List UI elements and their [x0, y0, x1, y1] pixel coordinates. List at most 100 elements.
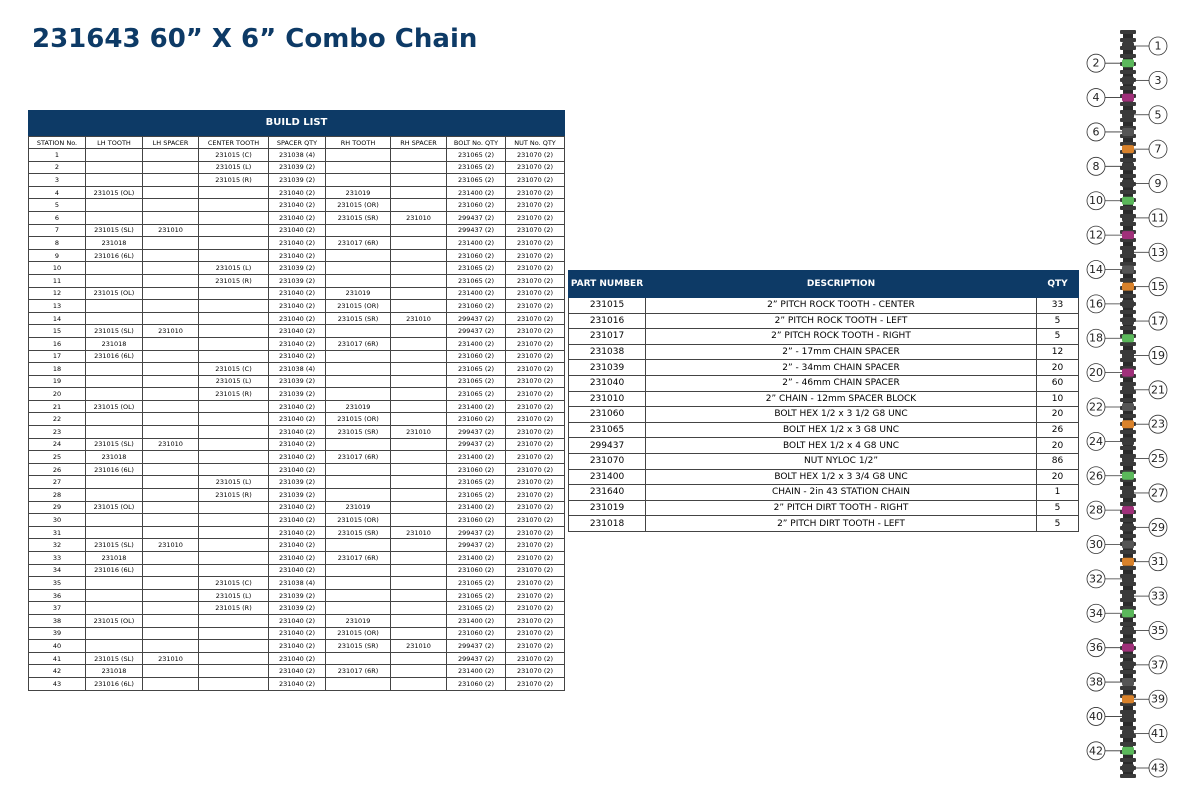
- chain-link: [1120, 638, 1136, 642]
- table-cell: [390, 374, 447, 389]
- table-cell: [85, 475, 143, 490]
- table-cell: 231040 (2): [268, 626, 326, 641]
- table-cell: 231019: [325, 286, 391, 301]
- tooth: [1122, 678, 1134, 687]
- table-cell: 231065 (2): [446, 387, 506, 401]
- table-cell: 231038 (4): [268, 576, 326, 590]
- table-body: 231015 2” PITCH ROCK TOOTH - CENTER 33 2310…: [568, 297, 1079, 532]
- chain-link: [1120, 70, 1136, 74]
- table-cell: 231065 (2): [446, 488, 506, 502]
- table-cell: 231019: [325, 613, 391, 628]
- table-cell: 231040 (2): [268, 500, 326, 515]
- table-cell: 231010: [142, 538, 199, 552]
- table-cell: [85, 299, 143, 313]
- table-cell: 231070 (2): [505, 148, 565, 162]
- table-cell: 31: [28, 525, 86, 540]
- table-cell: 8: [28, 236, 86, 250]
- table-cell: 231070 (2): [505, 311, 565, 326]
- table-cell: [142, 248, 199, 263]
- table-cell: 39: [28, 626, 86, 641]
- table-cell: 231010: [142, 437, 199, 452]
- table-cell: 231015: [568, 297, 646, 314]
- table-cell: [142, 488, 199, 502]
- table-cell: [142, 336, 199, 351]
- table-cell: 22: [28, 412, 86, 427]
- table-cell: 231070 (2): [505, 399, 565, 414]
- table-cell: [390, 513, 447, 527]
- station-circle: [1086, 260, 1106, 279]
- table-cell: [85, 425, 143, 439]
- station-label: 13: [1151, 246, 1165, 259]
- table-cell: 231060 (2): [446, 412, 506, 427]
- table-cell: 231060 (2): [446, 198, 506, 212]
- table-cell: 2” PITCH ROCK TOOTH - LEFT: [645, 312, 1037, 330]
- table-cell: 231065 (2): [446, 576, 506, 590]
- chain-link: [1120, 38, 1136, 42]
- table-cell: 231015 (SL): [85, 437, 143, 452]
- tooth: [1122, 540, 1134, 549]
- table-cell: 231060 (2): [446, 462, 506, 477]
- table-cell: 231070 (2): [505, 651, 565, 666]
- table-cell: 231070 (2): [505, 576, 565, 590]
- table-cell: [390, 299, 447, 313]
- station-label: 3: [1155, 74, 1162, 87]
- table-row: 1 231015 (C) 231038 (4) 231065 (2) 231070 (2…: [28, 148, 565, 162]
- chain-link: [1120, 550, 1136, 554]
- table-cell: [390, 626, 447, 641]
- table-cell: [325, 475, 391, 490]
- table-cell: [325, 462, 391, 477]
- table-cell: 231039 (2): [268, 488, 326, 502]
- table-cell: 40: [28, 639, 86, 653]
- table-cell: [198, 412, 269, 427]
- table-cell: 2” PITCH DIRT TOOTH - RIGHT: [645, 499, 1037, 517]
- table-cell: [390, 576, 447, 590]
- table-cell: [85, 198, 143, 212]
- table-cell: 231010: [142, 223, 199, 238]
- table-row: 20 231015 (R) 231039 (2) 231065 (2) 231070 (…: [28, 387, 565, 401]
- tooth: [1122, 196, 1134, 205]
- table-cell: [142, 160, 199, 175]
- table-cell: [198, 399, 269, 414]
- table-cell: 10: [28, 261, 86, 275]
- table-cell: [142, 462, 199, 477]
- table-cell: 231400 (2): [446, 500, 506, 515]
- chain-link: [1120, 222, 1136, 226]
- table-row: 29 231015 (OL) 231040 (2) 231019 231400 (2) 2…: [28, 500, 565, 515]
- table-cell: 231018: [85, 664, 143, 678]
- table-cell: 231060 (2): [446, 248, 506, 263]
- table-cell: 231070 (2): [505, 374, 565, 389]
- table-cell: 231010: [390, 210, 447, 225]
- table-body: 1 231015 (C) 231038 (4) 231065 (2) 231070 (2…: [28, 148, 565, 691]
- tooth: [1122, 162, 1134, 171]
- table-cell: [390, 223, 447, 238]
- tooth: [1122, 557, 1134, 566]
- table-cell: [198, 248, 269, 263]
- table-cell: [142, 362, 199, 376]
- table-cell: 231070 (2): [505, 425, 565, 439]
- station-label: 34: [1089, 607, 1103, 620]
- table-cell: [142, 311, 199, 326]
- station-label: 41: [1151, 727, 1165, 740]
- station-label: 35: [1151, 624, 1165, 637]
- chain-link: [1120, 582, 1136, 586]
- station-circle: [1148, 311, 1168, 331]
- column-header: DESCRIPTION: [645, 270, 1037, 298]
- table-row: 37 231015 (R) 231039 (2) 231065 (2) 231070 (…: [28, 601, 565, 615]
- table-cell: [325, 349, 391, 364]
- station-label: 10: [1089, 194, 1103, 207]
- table-cell: [142, 601, 199, 615]
- table-cell: [142, 412, 199, 427]
- table-cell: [390, 563, 447, 578]
- station-label: 39: [1151, 693, 1165, 706]
- table-cell: 231065 (2): [446, 160, 506, 175]
- table-cell: 231040 (2): [268, 324, 326, 338]
- table-cell: 231016 (6L): [85, 248, 143, 263]
- table-row: 231017 2” PITCH ROCK TOOTH - RIGHT 5: [568, 328, 1079, 345]
- table-cell: 9: [28, 248, 86, 263]
- table-cell: 33: [28, 551, 86, 565]
- table-cell: [142, 500, 199, 515]
- table-cell: 231065 (2): [446, 374, 506, 389]
- table-cell: 231015 (R): [198, 273, 269, 288]
- station-circle: [1086, 397, 1106, 417]
- table-row: 9 231016 (6L) 231040 (2) 231060 (2) 231070 (…: [28, 248, 565, 263]
